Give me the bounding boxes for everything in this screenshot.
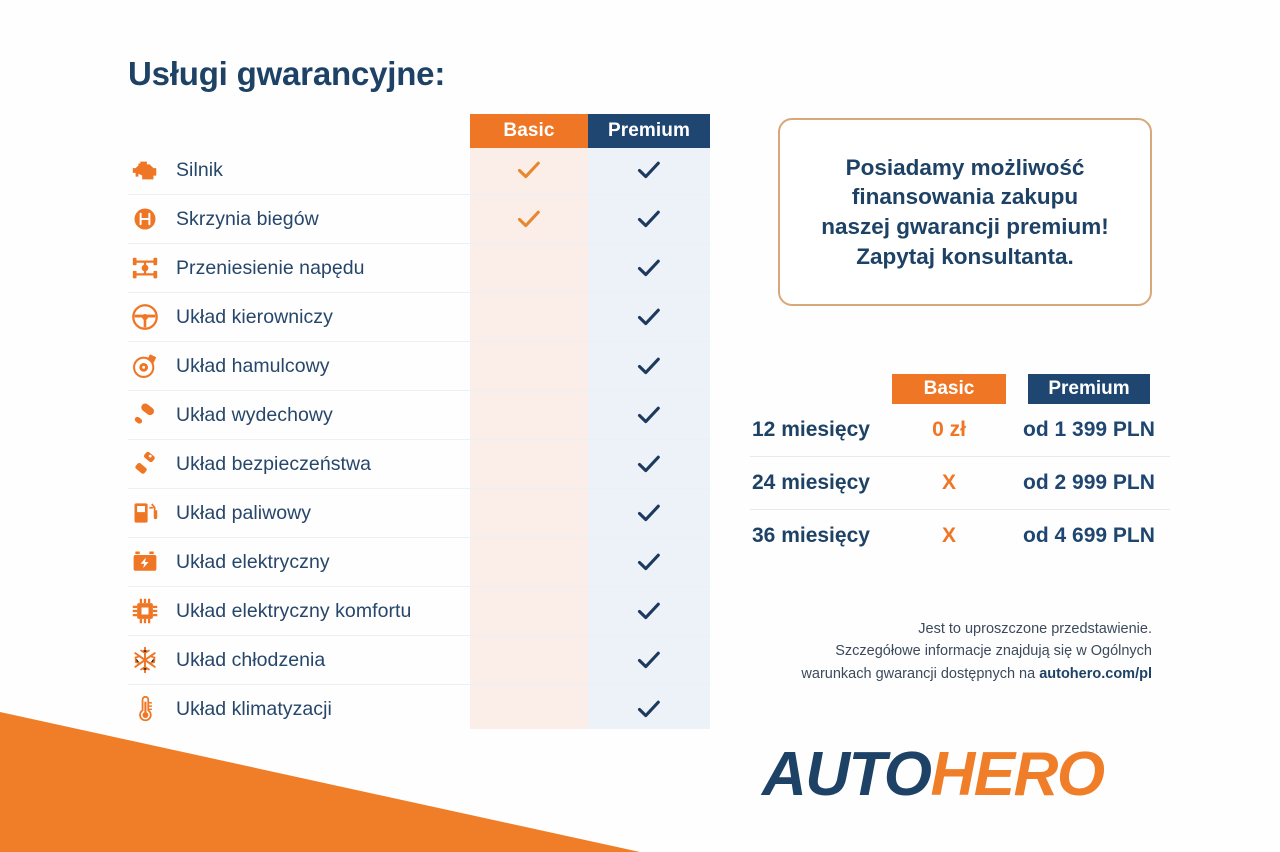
- pricing-premium-value: od 1 399 PLN: [1023, 418, 1155, 441]
- gearbox-icon: [128, 202, 162, 236]
- financing-promo-text: Posiadamy możliwość finansowania zakupu …: [809, 153, 1121, 272]
- pricing-term: 24 miesięcy: [752, 471, 870, 494]
- basic-empty-cell: [470, 244, 588, 292]
- feature-row: Przeniesienie napędu: [128, 244, 710, 293]
- pricing-header-row: Basic Premium: [750, 374, 1170, 404]
- feature-label: Układ bezpieczeństwa: [176, 452, 372, 475]
- premium-check-icon: [588, 440, 710, 488]
- pricing-row: 12 miesięcy 0 zł od 1 399 PLN: [750, 404, 1170, 457]
- basic-empty-cell: [470, 440, 588, 488]
- feature-label: Układ elektryczny: [176, 550, 330, 573]
- feature-row: Układ kierowniczy: [128, 293, 710, 342]
- basic-empty-cell: [470, 636, 588, 684]
- basic-empty-cell: [470, 489, 588, 537]
- logo-hero-text: HERO: [930, 740, 1106, 809]
- promo-line-4: Zapytaj konsultanta.: [856, 243, 1074, 269]
- feature-list: Silnik Skrzynia biegów Przeniesienie napęd…: [128, 146, 710, 733]
- pricing-basic-value: X: [941, 524, 956, 547]
- premium-check-icon: [588, 244, 710, 292]
- pricing-header-basic: Basic: [892, 374, 1006, 404]
- pricing-basic-value: X: [941, 471, 956, 494]
- feature-label: Układ chłodzenia: [176, 648, 326, 671]
- premium-check-icon: [588, 195, 710, 243]
- financing-promo-box: Posiadamy możliwość finansowania zakupu …: [778, 118, 1152, 306]
- feature-row: Układ elektryczny komfortu: [128, 587, 710, 636]
- column-header-premium: Premium: [588, 114, 710, 148]
- fine-print-line-2: Szczegółowe informacje znajdują się w Og…: [835, 643, 1152, 660]
- feature-row: Układ klimatyzacji: [128, 685, 710, 733]
- column-header-basic: Basic: [470, 114, 588, 148]
- feature-label: Silnik: [176, 158, 223, 181]
- steering-wheel-icon: [128, 300, 162, 334]
- engine-icon: [128, 153, 162, 187]
- feature-row: Skrzynia biegów: [128, 195, 710, 244]
- thermometer-icon: [128, 692, 162, 726]
- feature-label: Układ klimatyzacji: [176, 697, 332, 720]
- premium-check-icon: [588, 685, 710, 733]
- feature-row: Układ bezpieczeństwa: [128, 440, 710, 489]
- battery-icon: [128, 545, 162, 579]
- premium-check-icon: [588, 342, 710, 390]
- pricing-header-premium: Premium: [1028, 374, 1150, 404]
- feature-label: Układ paliwowy: [176, 501, 312, 524]
- premium-check-icon: [588, 293, 710, 341]
- feature-label: Układ wydechowy: [176, 403, 333, 426]
- basic-empty-cell: [470, 391, 588, 439]
- pricing-premium-value: od 2 999 PLN: [1023, 471, 1155, 494]
- feature-label: Przeniesienie napędu: [176, 256, 365, 279]
- pricing-term: 12 miesięcy: [752, 418, 870, 441]
- promo-line-2: finansowania zakupu: [851, 184, 1079, 210]
- feature-row: Układ paliwowy: [128, 489, 710, 538]
- pricing-premium-value: od 4 699 PLN: [1023, 524, 1155, 547]
- brake-disc-icon: [128, 349, 162, 383]
- premium-check-icon: [588, 146, 710, 194]
- feature-label: Skrzynia biegów: [176, 207, 319, 230]
- feature-row: Układ chłodzenia: [128, 636, 710, 685]
- premium-check-icon: [588, 489, 710, 537]
- premium-check-icon: [588, 391, 710, 439]
- feature-label: Układ elektryczny komfortu: [176, 599, 412, 622]
- basic-empty-cell: [470, 685, 588, 733]
- basic-check-icon: [470, 146, 588, 194]
- premium-check-icon: [588, 587, 710, 635]
- promo-line-1: Posiadamy możliwość: [845, 154, 1085, 180]
- basic-empty-cell: [470, 587, 588, 635]
- pricing-table: Basic Premium 12 miesięcy 0 zł od 1 399 PL…: [750, 374, 1170, 562]
- feature-row: Układ elektryczny: [128, 538, 710, 587]
- basic-empty-cell: [470, 538, 588, 586]
- logo-auto-text: AUTO: [762, 740, 932, 809]
- basic-check-icon: [470, 195, 588, 243]
- drivetrain-icon: [128, 251, 162, 285]
- fuel-pump-icon: [128, 496, 162, 530]
- fine-print-line-3: warunkach gwarancji dostępnych na: [801, 665, 1040, 682]
- feature-label: Układ hamulcowy: [176, 354, 330, 377]
- left-panel: Usługi gwarancyjne:: [128, 55, 728, 118]
- page-title: Usługi gwarancyjne:: [128, 55, 446, 92]
- exhaust-icon: [128, 398, 162, 432]
- feature-row: Silnik: [128, 146, 710, 195]
- autohero-link[interactable]: autohero.com/pl: [1039, 665, 1152, 682]
- autohero-logo: AUTOHERO: [762, 744, 1105, 806]
- snowflake-icon: [128, 643, 162, 677]
- promo-line-3: naszej gwarancji premium!: [821, 214, 1109, 239]
- seatbelt-icon: [128, 447, 162, 481]
- feature-row: Układ hamulcowy: [128, 342, 710, 391]
- pricing-term: 36 miesięcy: [752, 524, 870, 547]
- premium-check-icon: [588, 538, 710, 586]
- feature-label: Układ kierowniczy: [176, 305, 333, 328]
- microchip-icon: [128, 594, 162, 628]
- basic-empty-cell: [470, 342, 588, 390]
- fine-print: Jest to uproszczone przedstawienie. Szcz…: [700, 618, 1152, 685]
- feature-row: Układ wydechowy: [128, 391, 710, 440]
- basic-empty-cell: [470, 293, 588, 341]
- pricing-basic-value: 0 zł: [932, 418, 966, 441]
- premium-check-icon: [588, 636, 710, 684]
- fine-print-line-1: Jest to uproszczone przedstawienie.: [918, 621, 1152, 637]
